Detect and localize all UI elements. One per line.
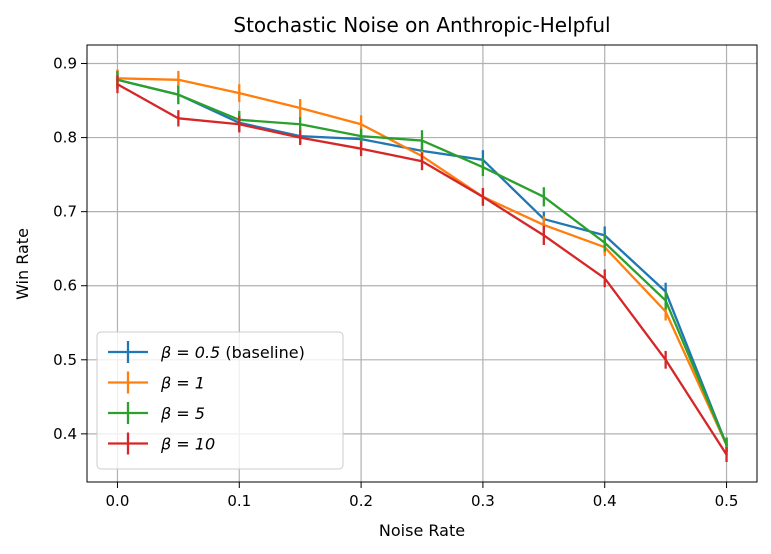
data-point xyxy=(542,195,546,199)
legend-label: β = 1 xyxy=(160,374,205,393)
y-tick-label: 0.5 xyxy=(53,351,77,369)
legend-label-math: β = 0.5 xyxy=(160,343,220,362)
data-point xyxy=(664,299,667,302)
y-tick-label: 0.8 xyxy=(53,129,77,147)
x-tick-label: 0.5 xyxy=(715,492,739,510)
data-point xyxy=(298,136,302,139)
data-point xyxy=(420,160,424,163)
x-axis-label: Noise Rate xyxy=(379,521,465,540)
data-point xyxy=(238,123,241,126)
legend-label-math: β = 5 xyxy=(160,404,205,423)
data-point xyxy=(359,123,363,126)
data-point xyxy=(177,78,180,82)
data-point xyxy=(298,123,302,126)
data-point xyxy=(664,358,667,361)
legend-label-suffix: (baseline) xyxy=(220,343,305,362)
data-point xyxy=(177,93,180,96)
data-point xyxy=(238,91,241,95)
y-tick-label: 0.4 xyxy=(53,425,77,443)
legend-label: β = 5 xyxy=(160,404,205,423)
data-point xyxy=(481,166,485,169)
data-point xyxy=(116,83,119,86)
data-point xyxy=(420,139,424,142)
data-point xyxy=(725,443,728,447)
legend-label-math: β = 10 xyxy=(160,435,215,454)
y-tick-label: 0.7 xyxy=(53,203,77,221)
data-point xyxy=(542,234,546,237)
y-tick-label: 0.9 xyxy=(53,55,77,73)
x-tick-label: 0.1 xyxy=(227,492,251,510)
legend-label: β = 0.5 (baseline) xyxy=(160,343,305,362)
chart-title: Stochastic Noise on Anthropic-Helpful xyxy=(233,13,610,37)
legend-item: β = 5 xyxy=(108,402,205,424)
plot-frame xyxy=(86,44,758,483)
data-point xyxy=(481,195,485,199)
legend: β = 0.5 (baseline) β = 1 β = 5 β = 10 xyxy=(96,331,344,470)
x-tick-label: 0.4 xyxy=(593,492,617,510)
series-layer xyxy=(116,69,728,463)
x-tick-label: 0.2 xyxy=(349,492,373,510)
ticks: 0.0 0.1 0.2 0.3 0.4 0.5 0.4 0.5 0.6 0.7 0.8 0.9 xyxy=(53,55,738,510)
legend-label-math: β = 1 xyxy=(160,374,205,393)
legend-label: β = 10 xyxy=(160,435,215,454)
legend-item: β = 1 xyxy=(108,371,205,394)
data-point xyxy=(359,147,363,150)
y-axis-label: Win Rate xyxy=(13,228,32,300)
data-point xyxy=(603,241,606,244)
data-point xyxy=(177,117,180,120)
legend-box xyxy=(96,331,344,470)
series-4 xyxy=(116,75,728,463)
y-tick-label: 0.6 xyxy=(53,277,77,295)
data-point xyxy=(298,106,302,110)
x-tick-label: 0.3 xyxy=(471,492,495,510)
x-tick-label: 0.0 xyxy=(106,492,130,510)
data-point xyxy=(664,310,667,313)
legend-item: β = 10 xyxy=(108,432,215,455)
legend-item: β = 0.5 (baseline) xyxy=(108,341,305,363)
data-point xyxy=(359,134,363,138)
data-point xyxy=(603,277,606,280)
data-point xyxy=(725,453,728,456)
data-point xyxy=(542,223,546,227)
